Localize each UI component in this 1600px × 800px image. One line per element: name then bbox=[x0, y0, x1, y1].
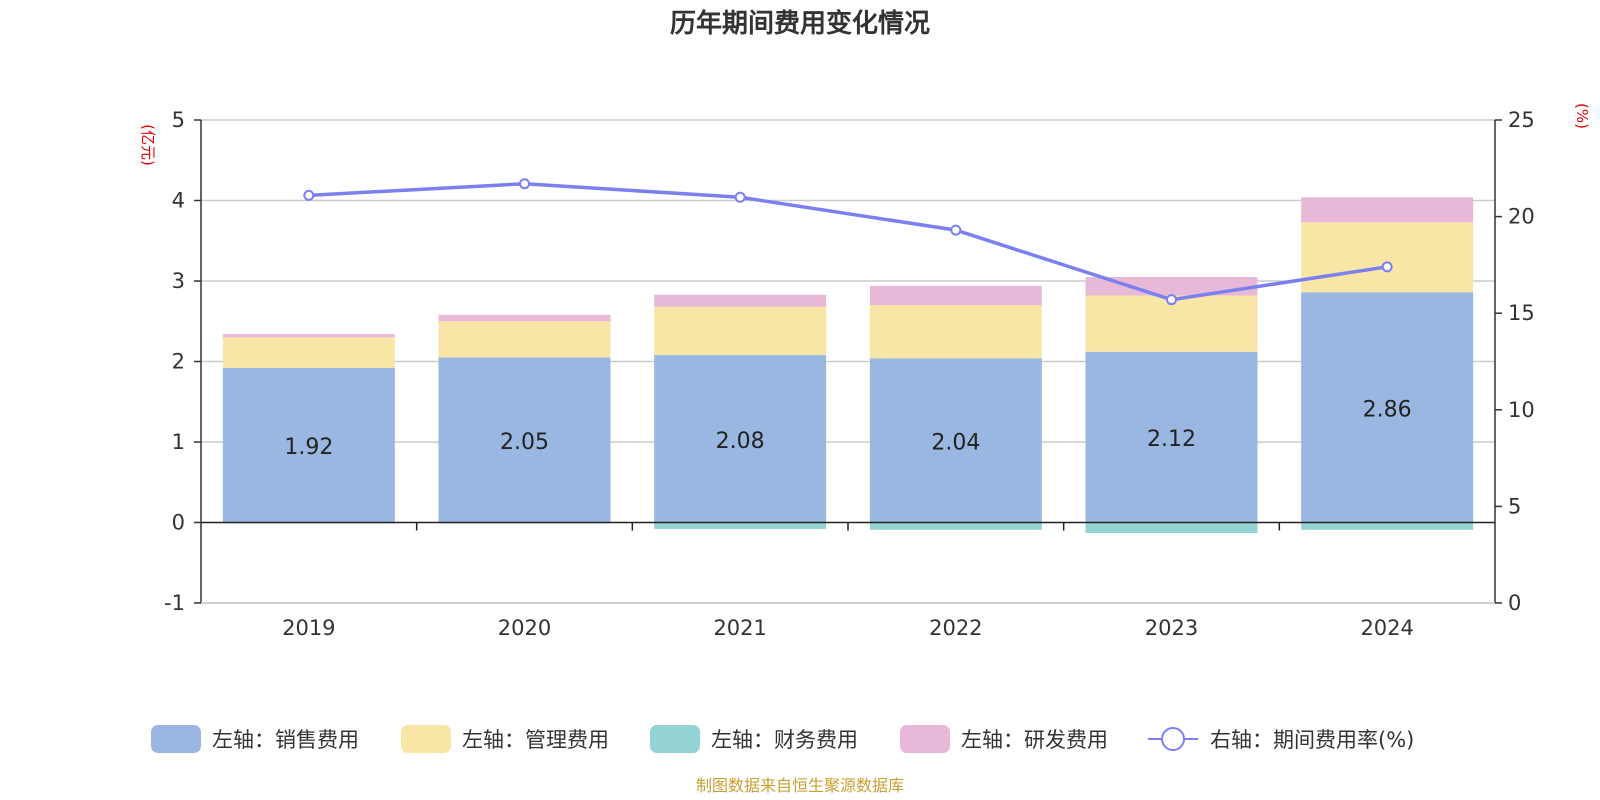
legend-swatch[interactable] bbox=[401, 725, 451, 753]
right-axis-tick-label: 20 bbox=[1508, 205, 1535, 229]
x-axis-tick-label: 2023 bbox=[1145, 616, 1198, 640]
bar-segment bbox=[869, 305, 1042, 359]
bar-segment bbox=[654, 306, 827, 356]
bar-segment bbox=[869, 358, 1042, 523]
bar-value-label: 2.86 bbox=[1363, 397, 1412, 422]
legend-label[interactable]: 左轴：管理费用 bbox=[462, 728, 609, 752]
legend-swatch[interactable] bbox=[900, 725, 950, 753]
x-axis-tick-label: 2020 bbox=[498, 616, 551, 640]
rate-point bbox=[303, 189, 315, 201]
source-footer: 制图数据来自恒生聚源数据库 bbox=[696, 776, 904, 795]
bar-segment bbox=[222, 367, 395, 523]
rate-point bbox=[950, 224, 962, 236]
legend-label[interactable]: 右轴：期间费用率(%) bbox=[1210, 728, 1414, 752]
left-axis-tick-label: 2 bbox=[172, 350, 185, 374]
legend-label[interactable]: 左轴：销售费用 bbox=[212, 728, 359, 752]
bar-segment bbox=[222, 337, 395, 368]
x-axis-tick-label: 2024 bbox=[1360, 616, 1413, 640]
left-axis-tick-label: 5 bbox=[172, 108, 185, 132]
right-axis-tick-label: 5 bbox=[1508, 494, 1521, 518]
bar-segment bbox=[1085, 276, 1258, 296]
bar-value-label: 2.12 bbox=[1147, 427, 1196, 452]
rate-line bbox=[308, 182, 1388, 302]
bar-segment bbox=[438, 321, 611, 358]
rate-point bbox=[1381, 261, 1393, 273]
bar-segment bbox=[869, 285, 1042, 306]
bar-value-label: 2.04 bbox=[931, 430, 980, 455]
chart-title: 历年期间费用变化情况 bbox=[670, 8, 930, 39]
bar-segment bbox=[438, 314, 611, 322]
rate-line-series bbox=[303, 178, 1393, 306]
bar-value-label: 2.08 bbox=[716, 429, 765, 454]
right-axis-tick-label: 15 bbox=[1508, 301, 1535, 325]
bar-value-label: 2.05 bbox=[500, 430, 549, 455]
legend-swatch[interactable] bbox=[151, 725, 201, 753]
bar-series bbox=[222, 197, 1474, 533]
x-axis-tick-label: 2021 bbox=[713, 616, 766, 640]
bar-segment bbox=[1301, 522, 1474, 530]
x-axis-tick-label: 2019 bbox=[282, 616, 335, 640]
bar-segment bbox=[869, 522, 1042, 530]
data-labels: 1.92 2.05 2.08 2.04 2.12 2.86 bbox=[284, 397, 1411, 460]
bar-segment bbox=[1301, 197, 1474, 223]
bar-segment bbox=[654, 522, 827, 529]
bar-segment bbox=[438, 357, 611, 523]
bar-segment bbox=[654, 355, 827, 523]
legend-label[interactable]: 左轴：财务费用 bbox=[711, 728, 858, 752]
rate-point bbox=[734, 191, 746, 203]
bar-segment bbox=[1301, 292, 1474, 523]
legend-label[interactable]: 左轴：研发费用 bbox=[961, 728, 1108, 752]
legend-swatch[interactable] bbox=[650, 725, 700, 753]
left-axis-tick-label: 1 bbox=[172, 430, 185, 454]
left-axis-tick-label: 4 bbox=[172, 189, 185, 213]
right-axis-unit: (%) bbox=[1573, 103, 1591, 129]
x-axis-tick-label: 2022 bbox=[929, 616, 982, 640]
axes: -1 0 1 2 3 4 5 0 5 10 15 20 25 2019 2020 2021 2022 2023 20… bbox=[164, 108, 1535, 640]
bar-segment bbox=[1301, 222, 1474, 293]
bar-segment bbox=[1085, 522, 1258, 533]
legend-point-marker[interactable] bbox=[1161, 727, 1185, 751]
left-axis-tick-label: 0 bbox=[172, 511, 185, 535]
legend[interactable]: 左轴：销售费用 左轴：管理费用 左轴：财务费用 左轴：研发费用 右轴：期间费用率(%) bbox=[151, 725, 1414, 753]
right-axis-tick-label: 10 bbox=[1508, 398, 1535, 422]
bar-value-label: 1.92 bbox=[284, 435, 333, 460]
rate-point bbox=[1166, 294, 1177, 306]
bar-segment bbox=[1085, 351, 1258, 523]
left-axis-tick-label: -1 bbox=[164, 591, 185, 615]
bar-segment bbox=[654, 294, 827, 307]
left-axis-tick-label: 3 bbox=[172, 269, 185, 293]
right-axis-tick-label: 25 bbox=[1508, 108, 1535, 132]
rate-point bbox=[519, 178, 530, 190]
left-axis-unit: (亿元) bbox=[139, 124, 157, 166]
right-axis-tick-label: 0 bbox=[1508, 591, 1521, 615]
bar-segment bbox=[222, 334, 395, 338]
